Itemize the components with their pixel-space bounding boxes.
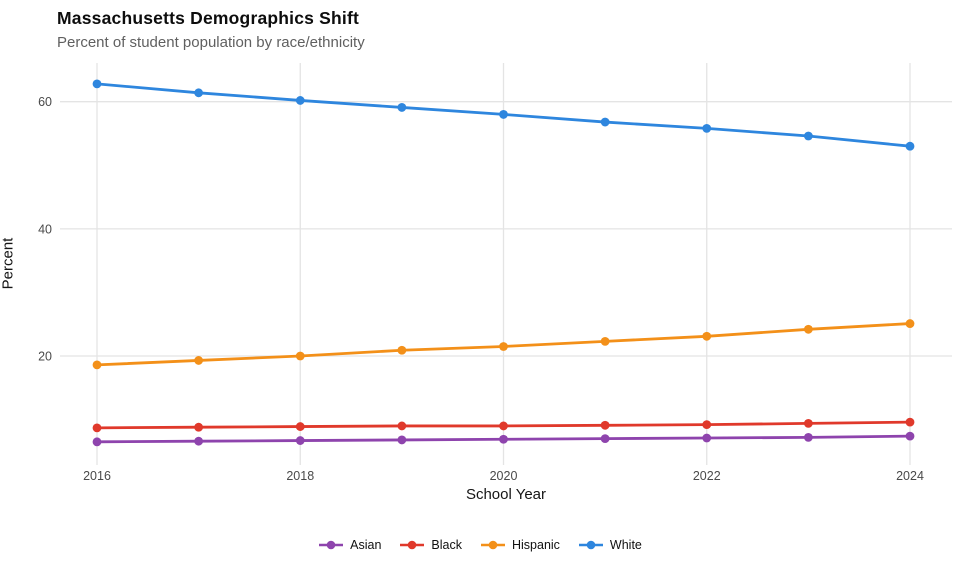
x-tick-label: 2022 (693, 469, 721, 483)
y-tick-label: 60 (38, 95, 52, 109)
x-tick-label: 2024 (896, 469, 924, 483)
data-point-black-2023 (803, 418, 813, 428)
data-point-white-2017 (194, 88, 204, 98)
x-tick-label: 2016 (83, 469, 111, 483)
data-point-black-2016 (92, 423, 102, 433)
legend-item-white: White (578, 538, 642, 552)
data-point-asian-2017 (194, 436, 204, 446)
data-point-asian-2024 (905, 431, 915, 441)
data-point-hispanic-2023 (803, 324, 813, 334)
legend-item-black: Black (399, 538, 462, 552)
x-tick-label: 2020 (490, 469, 518, 483)
data-point-white-2020 (499, 110, 508, 119)
data-point-asian-2020 (499, 434, 508, 444)
data-point-asian-2022 (702, 433, 712, 443)
data-point-white-2019 (397, 103, 407, 112)
data-point-hispanic-2022 (702, 331, 712, 341)
data-point-black-2017 (194, 422, 204, 432)
data-point-hispanic-2021 (600, 336, 610, 346)
data-point-asian-2023 (803, 432, 813, 442)
data-point-hispanic-2024 (905, 319, 915, 328)
data-point-hispanic-2019 (397, 345, 407, 355)
x-axis-title: School Year (465, 486, 547, 503)
y-tick-label: 20 (38, 350, 52, 364)
legend-item-label: Hispanic (511, 538, 560, 552)
legend: Asian Black Hispanic White (0, 538, 960, 552)
data-point-asian-2021 (600, 434, 610, 444)
data-point-black-2018 (295, 422, 305, 431)
data-point-asian-2016 (92, 437, 102, 447)
legend-item-asian: Asian (318, 538, 381, 552)
data-point-white-2021 (600, 117, 610, 127)
legend-item-label: Black (431, 538, 462, 552)
legend-line-dot-icon (319, 540, 344, 550)
data-point-asian-2018 (295, 436, 305, 445)
legend-item-label: White (609, 538, 642, 552)
data-point-black-2024 (905, 417, 915, 427)
data-point-hispanic-2016 (92, 360, 102, 370)
legend-line-dot-icon (400, 540, 425, 550)
legend-item-label: Asian (350, 538, 382, 552)
data-point-white-2024 (905, 141, 915, 151)
x-tick-label: 2018 (286, 469, 314, 483)
data-point-black-2019 (397, 421, 407, 431)
data-point-hispanic-2020 (499, 342, 508, 351)
legend-item-hispanic: Hispanic (480, 538, 560, 552)
y-tick-label: 40 (38, 222, 52, 236)
data-point-hispanic-2017 (194, 356, 204, 365)
page-title: Massachusetts Demographics Shift (57, 8, 360, 28)
y-axis-title: Percent (0, 237, 17, 290)
data-point-black-2020 (499, 421, 508, 431)
legend-line-dot-icon (480, 540, 505, 550)
data-point-white-2016 (92, 79, 102, 89)
data-point-white-2018 (295, 96, 305, 105)
data-point-asian-2019 (397, 435, 407, 445)
data-point-black-2021 (600, 420, 610, 430)
data-point-white-2023 (803, 131, 813, 141)
legend-line-dot-icon (578, 540, 603, 550)
data-point-hispanic-2018 (295, 351, 305, 361)
data-point-white-2022 (702, 124, 712, 133)
data-point-black-2022 (702, 420, 712, 430)
page-subtitle: Percent of student population by race/et… (57, 34, 365, 51)
